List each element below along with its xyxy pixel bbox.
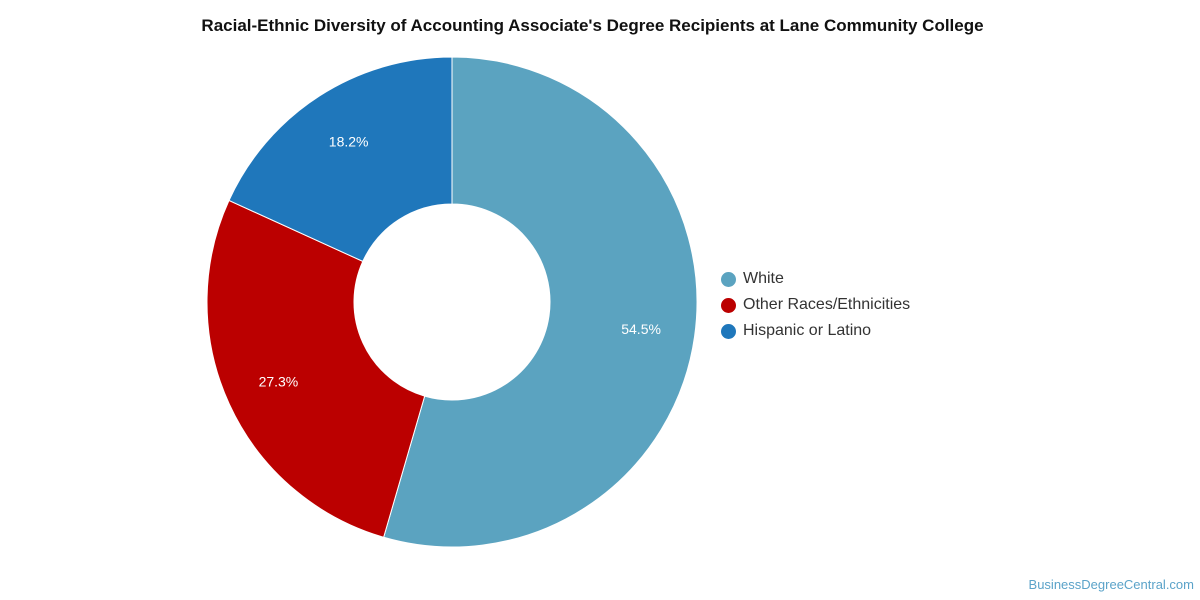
slice-label-white: 54.5% [621,321,661,337]
source-credit[interactable]: BusinessDegreeCentral.com [1028,577,1194,592]
legend-label-hispanic: Hispanic or Latino [743,322,872,339]
slice-white[interactable] [383,56,698,548]
legend-label-white: White [743,270,784,287]
slice-label-hispanic: 18.2% [329,133,369,149]
legend-item-hispanic[interactable]: Hispanic or Latino [721,318,910,344]
slice-hispanic[interactable] [228,56,453,263]
legend-item-other[interactable]: Other Races/Ethnicities [721,292,910,318]
legend-label-other: Other Races/Ethnicities [743,296,911,313]
slice-label-other: 27.3% [259,374,299,390]
legend-swatch-other [721,297,736,313]
chart-legend: White Other Races/Ethnicities Hispanic o… [721,266,910,344]
legend-item-white[interactable]: White [721,266,910,292]
legend-swatch-hispanic [721,323,736,339]
slice-other[interactable] [206,199,426,538]
chart-title: Racial-Ethnic Diversity of Accounting As… [201,16,984,35]
legend-swatch-white [721,271,736,287]
